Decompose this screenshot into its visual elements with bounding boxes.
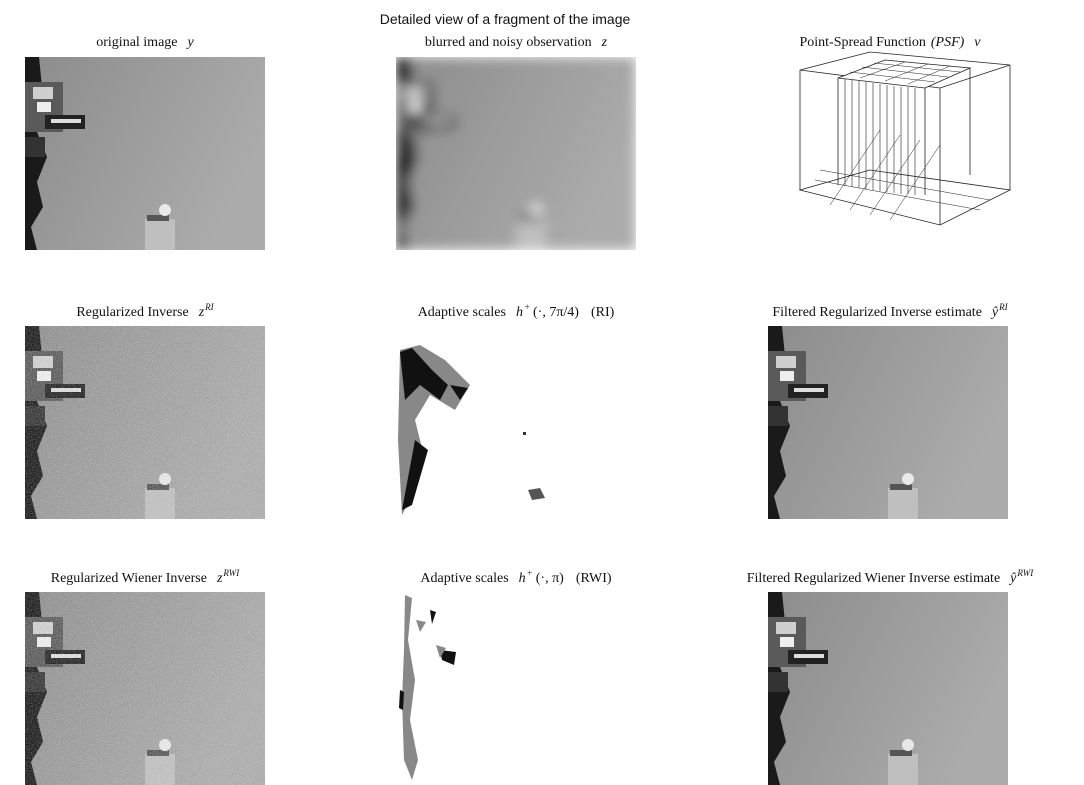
image-ri (25, 326, 265, 519)
title-args: (·, 7π/4) (533, 305, 579, 320)
title-label: Regularized Inverse (76, 305, 188, 320)
psf-plot (800, 52, 1010, 225)
panel-title: Regularized Inverse zRI (76, 302, 214, 320)
title-abbr: (PSF) (931, 35, 965, 50)
scale-map-rwi (396, 592, 636, 785)
title-label: original image (96, 35, 177, 50)
figure-title: Detailed view of a fragment of the image (380, 11, 631, 27)
panel-title: Adaptive scales h+(·, π) (RWI) (420, 568, 611, 586)
page: Detailed view of a fragment of the image… (0, 0, 1084, 785)
title-sup: RI (998, 302, 1008, 312)
title-symbol: v (974, 35, 981, 50)
title-sup: RI (204, 302, 214, 312)
title-symbol: z (601, 35, 608, 50)
image-observation (396, 57, 636, 250)
title-note: (RI) (591, 305, 615, 320)
title-symbol: ŷ (990, 305, 999, 320)
scale-map-ri (396, 326, 636, 519)
panel-title: Adaptive scales h+(·, 7π/4) (RI) (418, 302, 615, 320)
title-label: Adaptive scales (418, 305, 506, 320)
image-original (25, 57, 265, 250)
title-label: Filtered Regularized Inverse estimate (772, 305, 982, 320)
panel-title: Filtered Regularized Wiener Inverse esti… (747, 568, 1034, 586)
title-label: Point-Spread Function (799, 35, 925, 50)
title-sup: RWI (1016, 568, 1034, 578)
title-symbol: z (216, 571, 223, 586)
title-symbol: z (198, 305, 205, 320)
panel-title: original image y (96, 35, 194, 50)
figure: Detailed view of a fragment of the image… (0, 0, 1084, 785)
title-label: Filtered Regularized Wiener Inverse esti… (747, 571, 1000, 586)
title-sup: + (524, 302, 530, 312)
title-symbol: y (186, 35, 195, 50)
title-sup: RWI (222, 568, 240, 578)
image-rwi-estimate (768, 592, 1008, 785)
panel-title: Filtered Regularized Inverse estimate ŷRI (772, 302, 1008, 320)
title-note: (RWI) (576, 571, 612, 586)
panel-title: Regularized Wiener Inverse zRWI (51, 568, 241, 586)
title-symbol: ŷ (1008, 571, 1017, 586)
image-ri-estimate (768, 326, 1008, 519)
panel-title: Point-Spread Function (PSF) v (799, 35, 981, 50)
title-label: Regularized Wiener Inverse (51, 571, 207, 586)
title-label: blurred and noisy observation (425, 35, 592, 50)
panel-title: blurred and noisy observation z (425, 35, 608, 50)
title-sup: + (527, 568, 533, 578)
title-label: Adaptive scales (420, 571, 508, 586)
title-symbol: h (519, 571, 526, 586)
title-args: (·, π) (536, 571, 564, 586)
title-symbol: h (516, 305, 523, 320)
image-rwi (25, 592, 265, 785)
